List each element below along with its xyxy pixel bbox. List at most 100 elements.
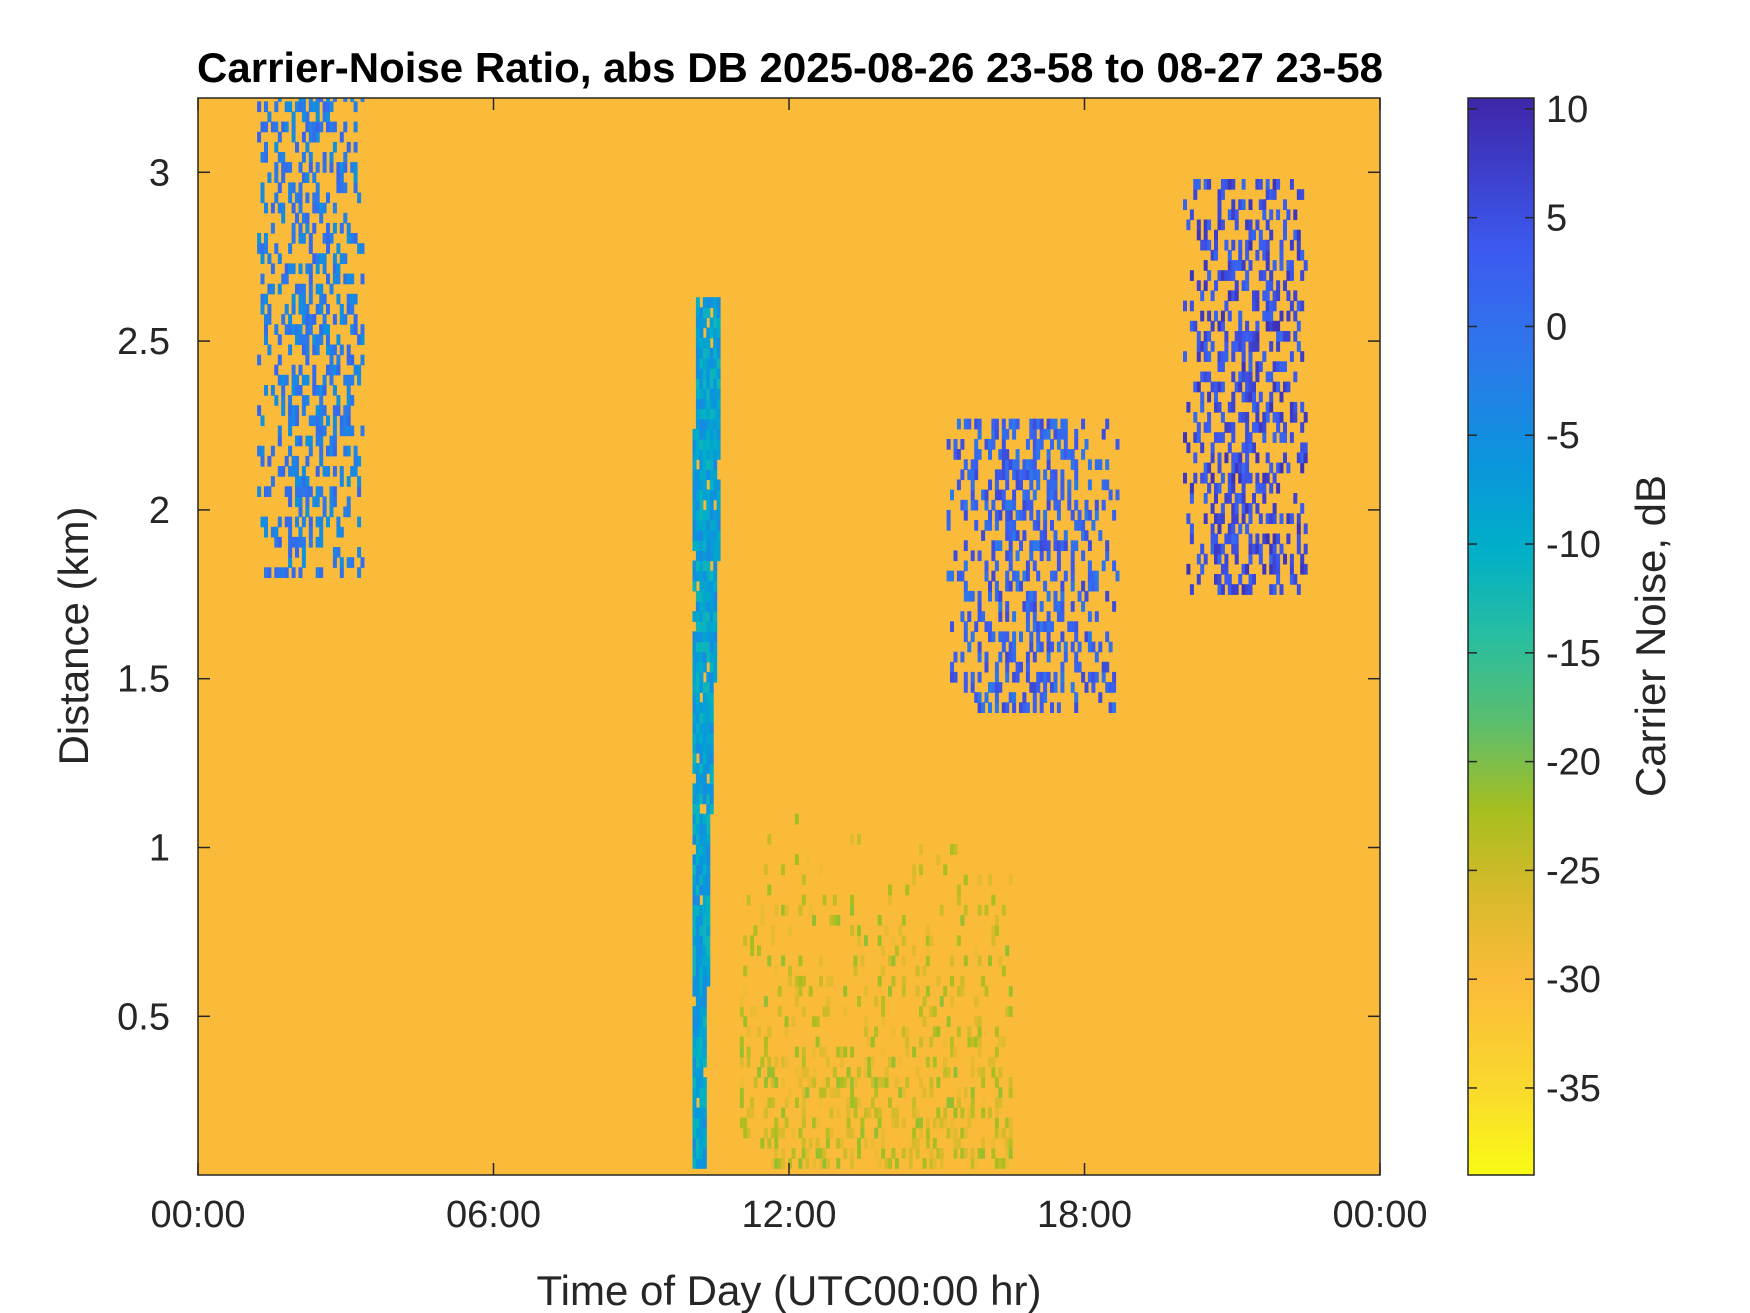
heatmap-cell xyxy=(1293,574,1298,585)
heatmap-cell xyxy=(1289,574,1294,585)
heatmap-cell xyxy=(332,385,337,396)
heatmap-cell xyxy=(709,641,714,653)
heatmap-cell xyxy=(1005,499,1010,511)
heatmap-cell xyxy=(794,985,799,997)
heatmap-cell xyxy=(988,1056,992,1068)
heatmap-cell xyxy=(1217,351,1222,362)
heatmap-cell xyxy=(1248,543,1253,555)
heatmap-cell xyxy=(936,1026,941,1038)
heatmap-cell xyxy=(1241,179,1246,190)
heatmap-cell xyxy=(950,844,954,855)
heatmap-cell xyxy=(699,823,704,835)
heatmap-cell xyxy=(1105,550,1110,562)
heatmap-cell xyxy=(750,935,755,946)
heatmap-cell xyxy=(1255,452,1260,464)
heatmap-cell xyxy=(1262,432,1267,443)
heatmap-cell xyxy=(706,611,711,622)
heatmap-cell xyxy=(1060,469,1065,481)
heatmap-cell xyxy=(784,1056,789,1068)
heatmap-cell xyxy=(699,965,704,977)
heatmap-feature xyxy=(946,418,1120,713)
heatmap-cell xyxy=(288,466,293,477)
heatmap-cell xyxy=(695,915,700,926)
heatmap-cell xyxy=(308,314,313,325)
heatmap-cell xyxy=(822,1158,827,1169)
heatmap-cell xyxy=(716,439,721,450)
heatmap-cell xyxy=(1015,479,1020,491)
heatmap-cell xyxy=(760,915,765,926)
heatmap-cell xyxy=(1269,209,1274,221)
heatmap-cell xyxy=(1053,418,1058,430)
heatmap-cell xyxy=(953,439,958,450)
heatmap-cell xyxy=(1081,580,1086,592)
heatmap-cell xyxy=(702,884,707,896)
heatmap-cell xyxy=(881,1046,886,1058)
heatmap-cell xyxy=(994,520,999,531)
heatmap-cell xyxy=(1231,422,1236,433)
heatmap-cell xyxy=(1234,209,1239,221)
heatmap-cell xyxy=(739,1087,744,1098)
heatmap-cell xyxy=(1217,432,1222,443)
heatmap-cell xyxy=(357,334,362,345)
heatmap-cell xyxy=(702,489,707,501)
heatmap-cell xyxy=(1196,280,1201,291)
heatmap-cell xyxy=(1200,371,1205,383)
heatmap-cell xyxy=(339,344,344,356)
heatmap-cell xyxy=(1234,533,1239,545)
heatmap-cell xyxy=(901,915,906,926)
heatmap-cell xyxy=(274,162,279,173)
heatmap-cell xyxy=(1296,584,1301,595)
heatmap-cell xyxy=(706,641,711,653)
heatmap-cell xyxy=(1300,563,1305,575)
heatmap-cell xyxy=(257,405,262,416)
heatmap-cell xyxy=(301,466,306,477)
heatmap-cell xyxy=(702,894,707,906)
heatmap-cell xyxy=(1283,219,1287,231)
heatmap-cell xyxy=(706,945,711,957)
heatmap-cell xyxy=(709,479,714,491)
heatmap-cell xyxy=(713,540,718,551)
heatmap-cell xyxy=(1043,580,1048,592)
heatmap-cell xyxy=(343,121,348,133)
heatmap-cell xyxy=(702,925,707,936)
heatmap-cell xyxy=(798,975,803,987)
heatmap-cell xyxy=(894,1158,899,1169)
heatmap-cell xyxy=(1217,462,1222,474)
heatmap-cell xyxy=(1293,229,1298,241)
heatmap-cell xyxy=(319,415,324,427)
heatmap-cell xyxy=(1245,412,1250,423)
heatmap-cell xyxy=(702,793,707,805)
heatmap-cell xyxy=(950,1127,954,1139)
heatmap-cell xyxy=(1050,439,1054,450)
heatmap-cell xyxy=(301,101,306,113)
heatmap-cell xyxy=(1046,540,1051,551)
heatmap-cell xyxy=(925,1056,930,1068)
heatmap-cell xyxy=(891,1148,896,1159)
heatmap-cell xyxy=(295,415,299,427)
heatmap-cell xyxy=(1262,239,1267,251)
heatmap-cell xyxy=(1255,543,1260,555)
heatmap-cell xyxy=(329,435,334,447)
heatmap-cell xyxy=(1012,671,1017,683)
heatmap-cell xyxy=(1025,651,1030,663)
heatmap-cell xyxy=(346,557,351,568)
heatmap-cell xyxy=(1227,523,1232,535)
heatmap-cell xyxy=(709,570,714,582)
heatmap-cell xyxy=(1217,401,1222,413)
heatmap-cell xyxy=(1224,422,1229,433)
heatmap-cell xyxy=(1025,601,1030,612)
heatmap-cell xyxy=(950,996,954,1007)
heatmap-cell xyxy=(702,1016,707,1027)
heatmap-cell xyxy=(709,651,714,663)
heatmap-cell xyxy=(1019,509,1023,521)
heatmap-cell xyxy=(963,1127,968,1139)
heatmap-cell xyxy=(1231,209,1236,221)
heatmap-cell xyxy=(1234,553,1239,565)
heatmap-cell xyxy=(713,671,718,683)
heatmap-cell xyxy=(270,385,275,396)
heatmap-cell xyxy=(699,844,704,855)
heatmap-cell xyxy=(322,202,327,214)
heatmap-cell xyxy=(695,783,700,795)
heatmap-cell xyxy=(746,1127,751,1139)
heatmap-cell xyxy=(794,854,799,865)
